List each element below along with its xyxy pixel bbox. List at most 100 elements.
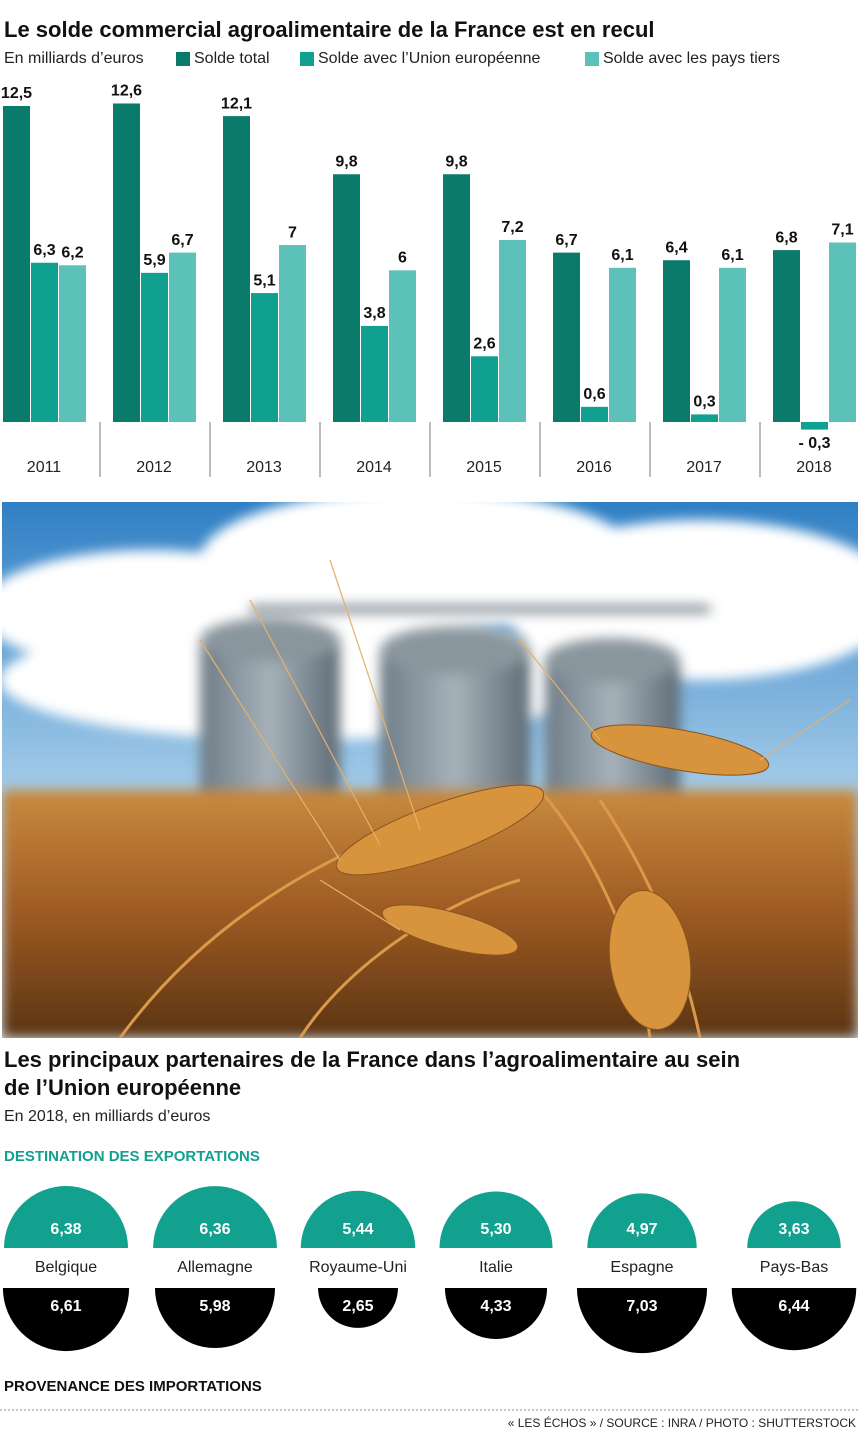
- value-label: 6,36: [199, 1221, 230, 1238]
- chart-title: Le solde commercial agroalimentaire de l…: [4, 17, 655, 42]
- bar: [279, 245, 306, 422]
- export-semicircle: [300, 1190, 416, 1248]
- category-label: Pays-Bas: [760, 1259, 828, 1276]
- value-label: 5,30: [480, 1221, 511, 1238]
- bar: [113, 103, 140, 423]
- value-label: 9,8: [445, 153, 467, 170]
- chart-title: Les principaux partenaires de la France …: [4, 1047, 741, 1100]
- import-semicircle: [444, 1288, 548, 1340]
- import-semicircle: [576, 1288, 708, 1354]
- value-label: 9,8: [335, 153, 357, 170]
- bar: [553, 252, 580, 422]
- photo-ears: [335, 724, 770, 1031]
- bar: [773, 250, 800, 422]
- bar: [223, 116, 250, 422]
- value-label: 5,9: [143, 252, 165, 269]
- bar: [251, 293, 278, 422]
- series-header: PROVENANCE DES IMPORTATIONS: [4, 1378, 262, 1395]
- bar: [829, 242, 856, 422]
- bar: [609, 267, 636, 422]
- export-semicircle: [747, 1201, 841, 1248]
- legend-label: Solde total: [194, 50, 270, 67]
- value-label: 2,6: [473, 335, 495, 352]
- x-tick-label: 2011: [27, 459, 62, 476]
- x-tick-label: 2018: [796, 459, 832, 476]
- bar: [141, 272, 168, 422]
- category-label: Espagne: [610, 1259, 673, 1276]
- value-label: 5,98: [199, 1298, 230, 1315]
- bar: [443, 174, 470, 422]
- x-tick-label: 2017: [686, 459, 722, 476]
- import-semicircle: [2, 1288, 130, 1352]
- value-label: 5,1: [253, 272, 275, 289]
- chart-subtitle: En milliards d’euros: [4, 50, 144, 67]
- export-semicircle: [4, 1186, 128, 1248]
- export-semicircle: [439, 1191, 553, 1248]
- value-label: 6,38: [50, 1221, 81, 1238]
- legend-label: Solde avec l’Union européenne: [318, 50, 540, 67]
- x-tick-label: 2014: [356, 459, 392, 476]
- bar: [471, 356, 498, 422]
- photo: [2, 502, 858, 1038]
- value-label: 4,33: [480, 1298, 511, 1315]
- value-label: 12,5: [1, 85, 32, 102]
- x-tick-label: 2015: [466, 459, 502, 476]
- bar: [333, 174, 360, 422]
- source: « LES ÉCHOS » / SOURCE : INRA / PHOTO : …: [508, 1415, 856, 1430]
- value-label: 6: [398, 250, 407, 267]
- value-label: 4,97: [626, 1221, 657, 1238]
- value-label: 0,6: [583, 386, 605, 403]
- category-label: Italie: [479, 1259, 513, 1276]
- category-label: Belgique: [35, 1259, 97, 1276]
- bar: [361, 325, 388, 422]
- x-tick-label: 2013: [246, 459, 282, 476]
- value-label: - 0,3: [798, 435, 830, 452]
- value-label: 7,03: [626, 1298, 657, 1315]
- value-label: 3,8: [363, 305, 385, 322]
- value-label: 12,1: [221, 95, 252, 112]
- photo-awns: [199, 559, 851, 931]
- x-tick-label: 2016: [576, 459, 612, 476]
- legend-swatch: [300, 52, 314, 66]
- value-label: 6,4: [665, 239, 687, 256]
- category-label: Royaume-Uni: [309, 1259, 407, 1276]
- value-label: 0,3: [693, 394, 715, 411]
- bar: [31, 262, 58, 422]
- legend-swatch: [176, 52, 190, 66]
- bar: [389, 270, 416, 422]
- import-semicircle: [154, 1288, 276, 1349]
- export-semicircle: [153, 1186, 277, 1248]
- bar: [719, 267, 746, 422]
- bar: [663, 260, 690, 422]
- import-semicircle: [731, 1288, 857, 1351]
- bar: [581, 406, 608, 422]
- value-label: 3,63: [778, 1221, 809, 1238]
- value-label: 6,8: [775, 229, 797, 246]
- bar: [499, 239, 526, 422]
- value-label: 6,7: [171, 232, 193, 249]
- chart-subtitle: En 2018, en milliards d’euros: [4, 1108, 210, 1125]
- legend-label: Solde avec les pays tiers: [603, 50, 780, 67]
- bar: [59, 265, 86, 422]
- value-label: 5,44: [342, 1221, 373, 1238]
- value-label: 12,6: [111, 83, 142, 100]
- export-semicircle: [587, 1193, 697, 1248]
- value-label: 7: [288, 224, 297, 241]
- value-label: 6,7: [555, 232, 577, 249]
- bar: [801, 422, 828, 430]
- value-label: 6,1: [721, 247, 743, 264]
- value-label: 7,1: [831, 222, 853, 239]
- bar: [169, 252, 196, 422]
- bar: [691, 414, 718, 422]
- x-tick-label: 2012: [136, 459, 172, 476]
- value-label: 7,2: [501, 219, 523, 236]
- value-label: 6,2: [61, 244, 83, 261]
- bar: [3, 106, 30, 422]
- value-label: 6,3: [33, 242, 55, 259]
- value-label: 6,44: [778, 1298, 809, 1315]
- value-label: 6,61: [50, 1298, 81, 1315]
- value-label: 6,1: [611, 247, 633, 264]
- series-header: DESTINATION DES EXPORTATIONS: [4, 1148, 260, 1165]
